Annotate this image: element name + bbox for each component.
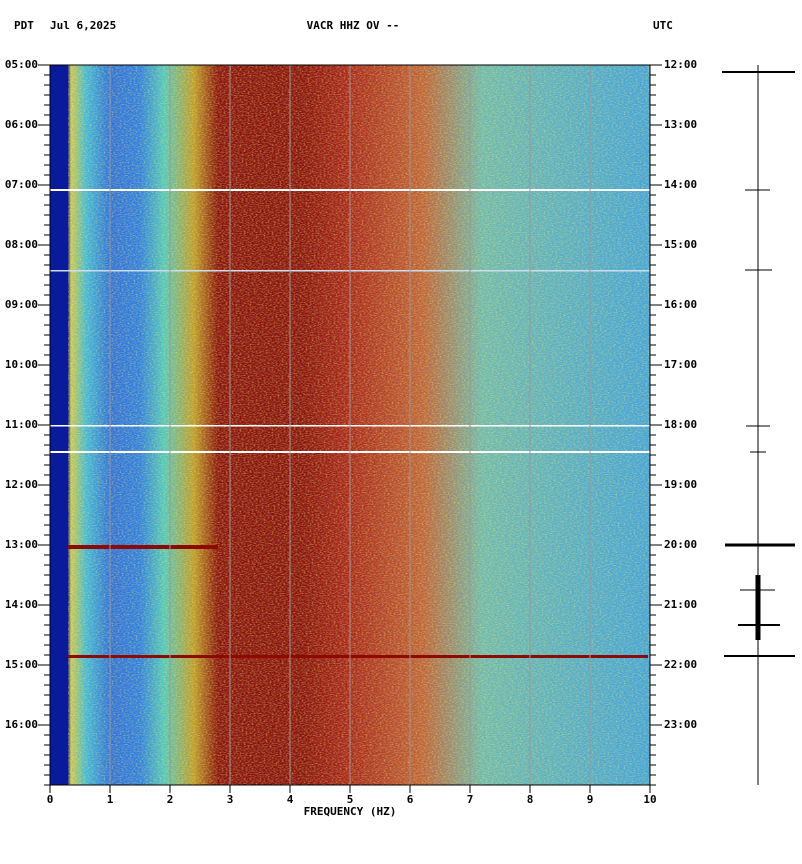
x-tick-label: 1 — [107, 793, 114, 806]
y2-tick-label: 23:00 — [664, 718, 697, 731]
y-tick-label: 10:00 — [5, 358, 38, 371]
x-tick-label: 4 — [287, 793, 294, 806]
y-tick-label: 06:00 — [5, 118, 38, 131]
y-tick-label: 14:00 — [5, 598, 38, 611]
right-title: UTC — [653, 19, 673, 32]
y2-tick-label: 21:00 — [664, 598, 697, 611]
y2-tick-label: 17:00 — [664, 358, 697, 371]
x-tick-label: 8 — [527, 793, 534, 806]
y-tick-label: 15:00 — [5, 658, 38, 671]
x-tick-label: 9 — [587, 793, 594, 806]
y2-tick-label: 18:00 — [664, 418, 697, 431]
y-tick-label: 11:00 — [5, 418, 38, 431]
y2-tick-label: 19:00 — [664, 478, 697, 491]
x-axis-label: FREQUENCY (HZ) — [304, 805, 397, 818]
y-tick-label: 16:00 — [5, 718, 38, 731]
y2-tick-label: 15:00 — [664, 238, 697, 251]
y-tick-label: 12:00 — [5, 478, 38, 491]
x-tick-label: 5 — [347, 793, 354, 806]
plot-frame — [49, 64, 651, 786]
y2-tick-label: 13:00 — [664, 118, 697, 131]
x-tick-label: 7 — [467, 793, 474, 806]
chart-title: VACR HHZ OV -- — [307, 19, 400, 32]
left-title: PDT — [14, 19, 34, 32]
x-tick-label: 0 — [47, 793, 54, 806]
y-tick-label: 09:00 — [5, 298, 38, 311]
x-tick-label: 3 — [227, 793, 234, 806]
y2-tick-label: 12:00 — [664, 58, 697, 71]
date: Jul 6,2025 — [50, 19, 116, 32]
y2-tick-label: 22:00 — [664, 658, 697, 671]
y2-tick-label: 20:00 — [664, 538, 697, 551]
y2-tick-label: 16:00 — [664, 298, 697, 311]
y-tick-label: 13:00 — [5, 538, 38, 551]
x-tick-label: 10 — [643, 793, 656, 806]
y-tick-label: 05:00 — [5, 58, 38, 71]
y-tick-label: 07:00 — [5, 178, 38, 191]
y2-tick-label: 14:00 — [664, 178, 697, 191]
y-tick-label: 08:00 — [5, 238, 38, 251]
seismogram — [722, 65, 795, 785]
x-tick-label: 2 — [167, 793, 174, 806]
x-tick-label: 6 — [407, 793, 414, 806]
